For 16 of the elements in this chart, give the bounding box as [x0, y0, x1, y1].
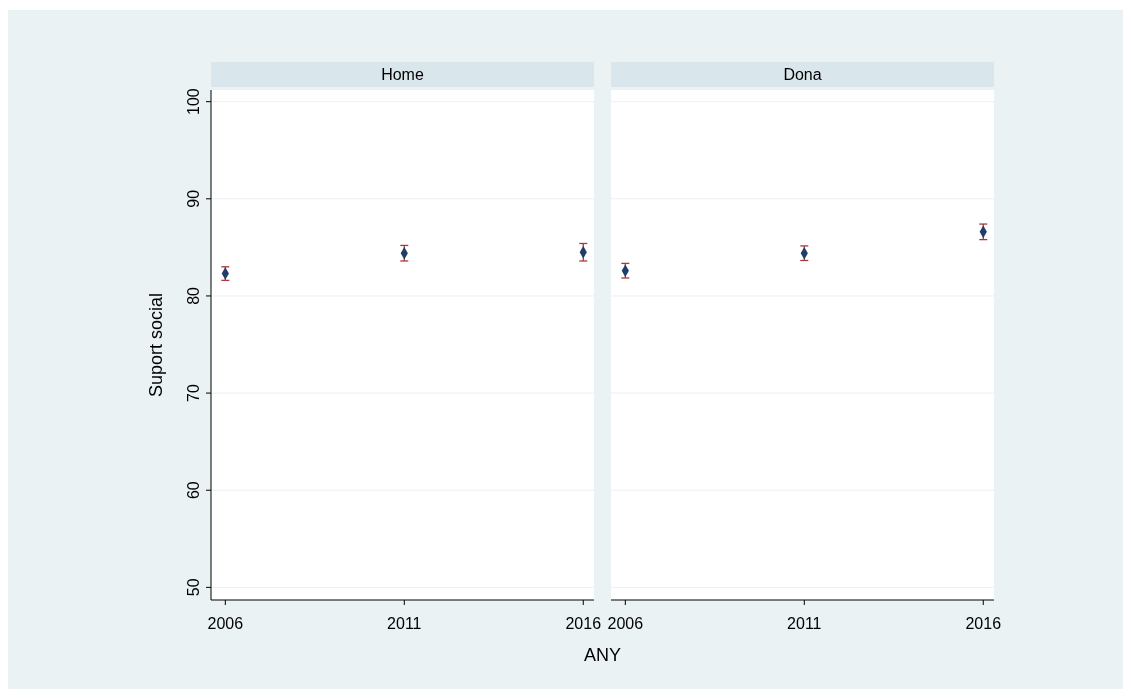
x-tick-label: 2011 [787, 615, 822, 632]
y-tick-label: 100 [185, 88, 202, 116]
x-tick-label: 2016 [565, 615, 602, 632]
x-axis-title: ANY [583, 645, 622, 665]
y-axis-title: Suport social [146, 292, 166, 398]
y-tick-label: 50 [185, 578, 202, 597]
y-tick-label: 60 [185, 481, 202, 500]
x-tick-label: 2006 [207, 615, 244, 632]
x-tick-label: 2016 [965, 615, 1002, 632]
chart-title: Home [381, 66, 424, 83]
x-tick-label: 2006 [607, 615, 644, 632]
y-tick-label: 70 [185, 384, 202, 402]
y-tick-label: 80 [185, 286, 202, 305]
x-tick-label: 2011 [387, 615, 422, 632]
y-tick-label: 90 [185, 189, 202, 208]
chart-title: Dona [783, 66, 822, 83]
